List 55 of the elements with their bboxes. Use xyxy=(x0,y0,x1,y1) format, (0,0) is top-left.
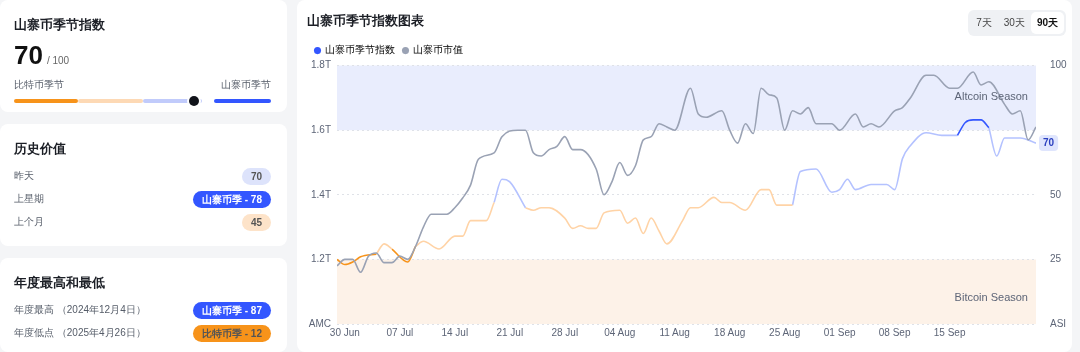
line-series xyxy=(337,253,378,266)
y-tick-label: 1.2T xyxy=(310,253,331,265)
x-tick-label: 07 Jul xyxy=(386,326,414,338)
legend-label: 山寨币市值 xyxy=(413,44,463,56)
y-tick-label: 1.6T xyxy=(310,123,331,135)
y2-tick-label: ASI xyxy=(1050,317,1067,329)
x-tick-label: 14 Jul xyxy=(441,326,469,338)
x-tick-label: 15 Sep xyxy=(933,326,966,338)
text: 比特币季 - 12 xyxy=(192,324,271,342)
line-series xyxy=(988,126,1036,157)
x-tick-label: 08 Sep xyxy=(878,326,911,338)
text: 历史价值 xyxy=(14,140,66,158)
text: 90天 xyxy=(1030,12,1064,34)
y-tick-label: AMC xyxy=(308,317,331,329)
text: 上星期 xyxy=(14,192,44,206)
text: 年度低点 （2025年4月26日） xyxy=(14,326,146,340)
line-series xyxy=(524,188,794,245)
x-tick-label: 28 Jul xyxy=(551,326,579,338)
chart-title: 山寨币季节指数图表 xyxy=(307,13,425,29)
text: / 100 xyxy=(46,55,70,66)
data-label: 70 xyxy=(1043,136,1055,148)
text: 山寨币季 - 87 xyxy=(192,301,271,319)
x-tick-label: 21 Jul xyxy=(496,326,524,338)
text: 45 xyxy=(241,213,271,231)
text: 年度最高 （2024年12月4日） xyxy=(14,303,146,317)
band-label: Altcoin Season xyxy=(954,89,1028,102)
text: 昨天 xyxy=(14,169,34,183)
text: 山寨币季节指数 xyxy=(14,16,105,34)
line-series xyxy=(956,119,990,137)
text: 30天 xyxy=(1002,16,1026,30)
text: 比特币季节 xyxy=(14,78,64,92)
x-tick-label: 18 Aug xyxy=(714,326,746,338)
line-series xyxy=(414,201,495,250)
text: 山寨币季节 xyxy=(221,78,271,92)
text: 7天 xyxy=(975,16,993,30)
y2-tick-label: 25 xyxy=(1050,253,1062,265)
line-series xyxy=(337,71,1036,274)
x-tick-label: 25 Aug xyxy=(769,326,801,338)
text: 山寨币季 - 78 xyxy=(192,190,271,208)
line-series xyxy=(493,178,527,209)
y2-tick-label: 100 xyxy=(1050,59,1068,71)
x-tick-label: 04 Aug xyxy=(604,326,636,338)
text: 70 xyxy=(241,167,271,185)
band-label: Bitcoin Season xyxy=(954,291,1028,304)
text: 年度最高和最低 xyxy=(14,274,105,292)
x-tick-label: 11 Aug xyxy=(659,326,690,338)
y2-tick-label: 50 xyxy=(1050,188,1062,200)
legend-label: 山寨币季节指数 xyxy=(325,44,395,56)
text: 70 xyxy=(14,40,43,71)
x-tick-label: 30 Jun xyxy=(329,326,360,338)
line-series xyxy=(791,131,959,206)
y-tick-label: 1.8T xyxy=(310,59,331,71)
y-tick-label: 1.4T xyxy=(310,188,331,200)
text: 上个月 xyxy=(14,215,44,229)
x-tick-label: 01 Sep xyxy=(823,326,856,338)
